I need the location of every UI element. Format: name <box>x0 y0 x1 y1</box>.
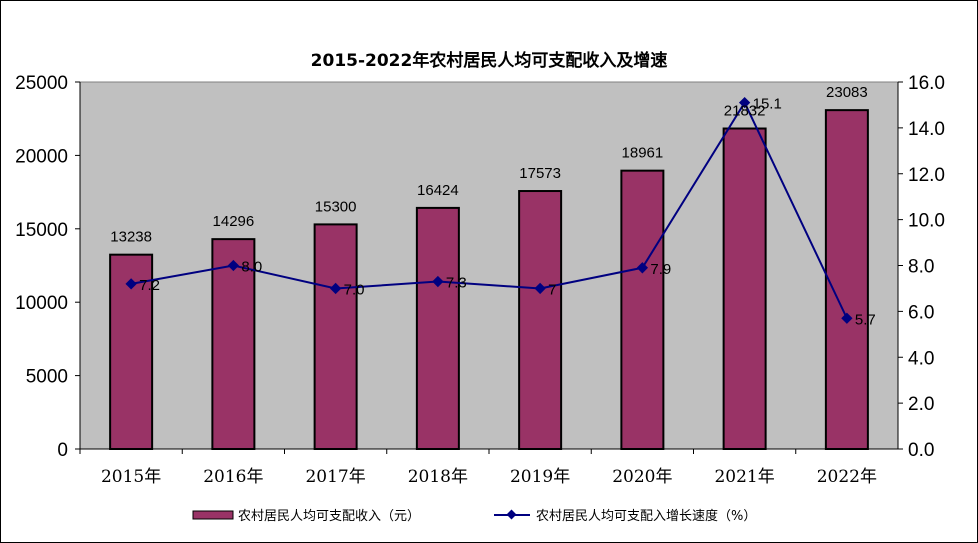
income-bar-label: 14296 <box>213 213 255 230</box>
growth-marker <box>432 275 444 288</box>
right-axis-tick-label: 8.0 <box>908 257 934 278</box>
right-axis-tick-label: 16.0 <box>908 73 945 94</box>
growth-line <box>130 100 848 319</box>
growth-marker <box>227 259 240 272</box>
left-axis-tick-label: 15000 <box>15 220 68 241</box>
x-axis-tick-label: 2017年 <box>305 467 365 487</box>
x-axis-tick-label: 2016年 <box>203 467 263 487</box>
income-bar <box>415 206 460 450</box>
right-axis-tick-label: 0.0 <box>908 440 934 461</box>
legend-line-label: 农村居民人均可支配入增长速度（%） <box>536 508 756 524</box>
income-bar <box>313 223 358 450</box>
income-bar-label: 15300 <box>315 198 357 215</box>
growth-label: 15.1 <box>753 96 782 113</box>
income-bar-label: 18961 <box>622 145 664 162</box>
growth-label: 7.0 <box>344 281 365 298</box>
growth-marker <box>534 282 546 295</box>
income-bar-label: 23083 <box>826 84 868 101</box>
growth-label: 7.2 <box>139 277 160 294</box>
growth-label: 7.3 <box>446 275 467 292</box>
income-bar <box>722 127 767 451</box>
growth-marker <box>636 262 649 274</box>
x-axis-tick-label: 2015年 <box>101 467 161 487</box>
left-axis-tick-label: 20000 <box>15 146 68 167</box>
income-bar-label: 16424 <box>417 182 459 199</box>
income-bar <box>518 190 563 451</box>
income-bar-label: 21832 <box>724 103 766 120</box>
growth-marker <box>329 282 342 295</box>
income-bar-label: 17573 <box>519 165 561 182</box>
growth-label: 7 <box>548 281 556 298</box>
income-bar-label: 13238 <box>110 229 152 246</box>
left-axis-tick-label: 10000 <box>15 293 68 314</box>
growth-label: 5.7 <box>855 311 876 328</box>
right-axis-tick-label: 12.0 <box>908 165 945 186</box>
income-bar <box>211 238 256 450</box>
right-axis-tick-label: 14.0 <box>908 119 945 140</box>
x-axis-tick-label: 2020年 <box>612 467 672 487</box>
right-axis-tick-label: 10.0 <box>908 211 945 232</box>
legend-bar-label: 农村居民人均可支配收入（元） <box>238 509 420 524</box>
chart-title: 2015-2022年农村居民人均可支配收入及增速 <box>311 50 668 71</box>
right-axis-tick-label: 6.0 <box>908 302 934 323</box>
income-bar <box>824 109 869 450</box>
left-axis-tick-label: 0 <box>57 440 68 461</box>
legend-line-marker <box>506 509 517 520</box>
left-axis-tick-label: 25000 <box>15 73 68 94</box>
income-bar <box>620 169 665 450</box>
growth-marker <box>841 312 853 324</box>
right-axis-tick-label: 4.0 <box>908 348 934 369</box>
growth-label: 8.0 <box>241 259 262 276</box>
x-axis-tick-label: 2022年 <box>817 467 877 487</box>
x-axis-tick-label: 2018年 <box>408 467 468 487</box>
x-axis-tick-label: 2021年 <box>714 467 774 487</box>
left-axis-tick-label: 5000 <box>26 367 68 388</box>
growth-label: 7.9 <box>650 261 671 278</box>
right-axis-tick-label: 2.0 <box>908 394 934 415</box>
x-axis-tick-label: 2019年 <box>510 467 570 487</box>
legend-bar-swatch <box>192 510 234 520</box>
plot-area <box>79 81 899 450</box>
